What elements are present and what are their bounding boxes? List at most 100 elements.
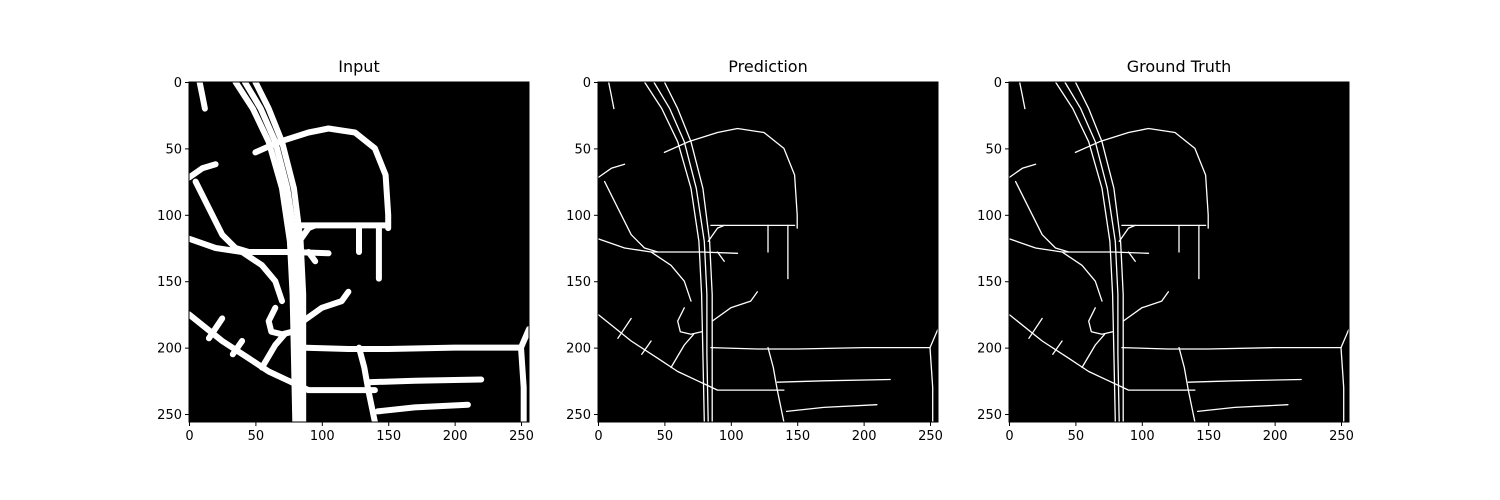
road-prediction-23 [929,346,934,423]
road-ground-truth-6 [1014,180,1070,253]
x-tick-label: 0 [594,429,602,444]
x-tick-label: 100 [1130,429,1155,444]
road-prediction-13 [677,307,703,335]
panel-title-input: Input [338,57,380,76]
road-prediction-10 [716,251,725,262]
y-tick-label: 200 [566,342,591,357]
y-tick-label: 50 [985,142,1002,157]
y-tick-label: 200 [977,342,1002,357]
road-input-15 [205,315,226,342]
road-ground-truth-18 [1121,346,1342,350]
road-prediction-5 [597,238,739,254]
axes-frame-input [188,81,530,423]
x-tick-label: 0 [185,429,193,444]
road-ground-truth-13 [1088,307,1114,335]
road-ground-truth-22 [1340,328,1350,349]
road-prediction-9 [707,224,725,243]
road-input-4 [186,161,219,181]
road-prediction-4 [597,163,626,179]
road-ground-truth-0 [1054,81,1116,423]
y-tick-label: 250 [977,408,1002,423]
road-prediction-22 [929,328,939,349]
road-input-22 [518,326,532,351]
road-prediction-0 [643,81,705,423]
road-input-25 [196,79,208,112]
road-prediction-19 [767,346,785,423]
y-tick-label: 250 [157,408,182,423]
road-input-0 [232,79,299,425]
x-tick-label: 100 [719,429,744,444]
road-input-2 [252,79,307,425]
road-input-18 [298,344,524,352]
x-tick-label: 200 [1263,429,1288,444]
road-input-14 [186,311,378,394]
road-ground-truth-10 [1127,251,1136,262]
x-tick-label: 50 [657,429,674,444]
road-prediction-2 [663,81,713,423]
road-input-6 [192,178,252,255]
road-ground-truth-14 [1008,313,1196,391]
road-input-9 [296,222,319,245]
axes-frame-prediction [597,81,939,423]
y-tick-label: 200 [157,342,182,357]
y-tick-label: 250 [566,408,591,423]
road-prediction-25 [607,81,615,110]
x-tick-label: 250 [509,429,534,444]
road-input-7 [239,249,285,305]
road-ground-truth-25 [1018,81,1026,110]
road-ground-truth-5 [1008,238,1150,254]
x-tick-label: 50 [1068,429,1085,444]
road-ground-truth-1 [1064,81,1120,423]
panel-title-ground-truth: Ground Truth [1126,57,1232,76]
road-prediction-15 [617,317,632,339]
road-input-19 [356,344,378,425]
x-tick-label: 150 [1196,429,1221,444]
road-prediction-24 [711,291,759,322]
y-tick-label: 100 [977,209,1002,224]
y-tick-label: 150 [157,275,182,290]
road-input-20 [365,376,485,386]
road-input-16 [229,338,246,358]
road-prediction-7 [650,251,692,302]
road-prediction-1 [653,81,709,423]
road-ground-truth-7 [1061,251,1103,302]
road-ground-truth-16 [1052,340,1063,355]
x-tick-label: 100 [310,429,335,444]
panel-title-prediction: Prediction [728,57,808,76]
road-input-10 [305,249,319,265]
road-prediction-20 [776,378,891,383]
road-prediction-14 [597,313,785,391]
road-input-23 [518,344,527,425]
road-input-1 [241,79,303,425]
y-tick-label: 50 [574,142,591,157]
road-prediction-18 [710,346,931,350]
road-prediction-6 [603,180,659,253]
road-prediction-3 [663,127,798,229]
y-tick-label: 0 [583,76,591,91]
road-ground-truth-23 [1340,346,1345,423]
road-ground-truth-21 [1196,404,1289,413]
road-ground-truth-2 [1074,81,1124,423]
y-tick-label: 0 [994,76,1002,91]
road-ground-truth-17 [1081,333,1106,369]
road-prediction-21 [785,404,878,413]
y-tick-label: 0 [174,76,182,91]
y-tick-label: 100 [157,209,182,224]
axes-frame-ground-truth [1008,81,1350,423]
road-prediction-16 [641,340,652,355]
x-tick-label: 200 [443,429,468,444]
x-tick-label: 250 [1329,429,1354,444]
x-tick-label: 250 [918,429,943,444]
y-tick-label: 150 [566,275,591,290]
x-tick-label: 200 [852,429,877,444]
y-tick-label: 150 [977,275,1002,290]
road-input-5 [186,235,332,257]
y-tick-label: 100 [566,209,591,224]
x-tick-label: 150 [376,429,401,444]
road-prediction-17 [670,333,695,369]
road-input-21 [374,401,471,415]
